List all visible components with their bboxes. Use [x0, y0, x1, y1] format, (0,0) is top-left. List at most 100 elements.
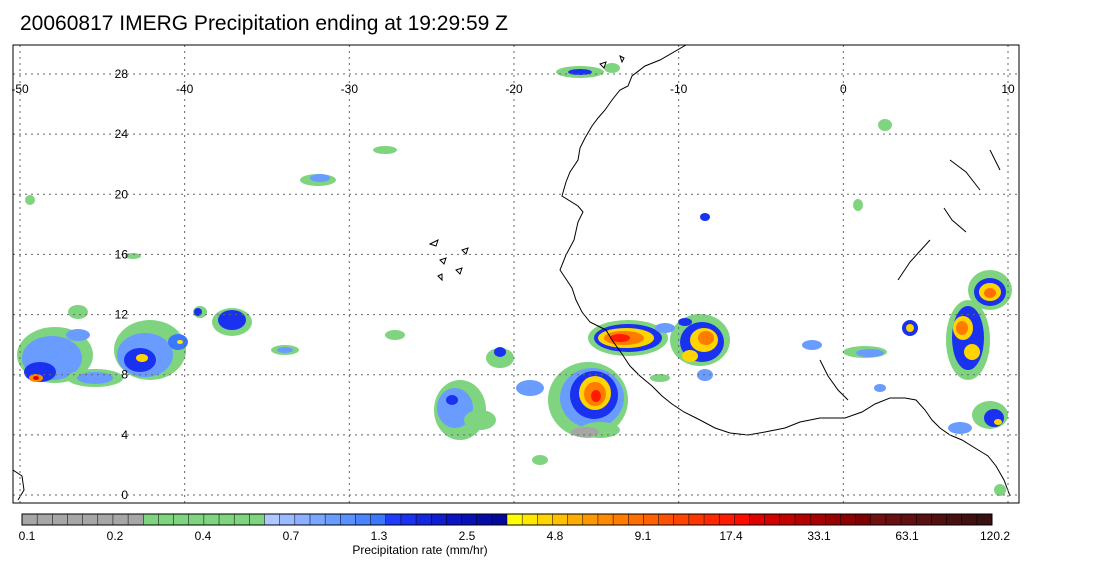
lon-tick-label: -40	[176, 82, 194, 96]
colorbar-swatch	[82, 514, 99, 525]
colorbar-tick-label: 0.2	[107, 529, 124, 543]
colorbar-tick-label: 63.1	[895, 529, 919, 543]
colorbar-swatch	[249, 514, 265, 525]
colorbar-label: Precipitation rate (mm/hr)	[352, 543, 487, 557]
colorbar-swatch	[325, 514, 341, 525]
colorbar-swatch	[613, 514, 629, 525]
lat-lon-grid	[13, 45, 1019, 503]
colorbar-swatch	[476, 514, 493, 525]
colorbar-swatch	[234, 514, 250, 525]
colorbar-swatch	[688, 514, 705, 525]
colorbar-swatch	[673, 514, 690, 525]
colorbar-swatch	[416, 514, 432, 525]
colorbar-swatch	[552, 514, 568, 525]
colorbar-swatch	[97, 514, 114, 525]
coastlines	[13, 45, 1011, 501]
coastline-islands	[428, 55, 625, 282]
lat-tick-label: 12	[115, 308, 129, 322]
lon-tick-label: -30	[341, 82, 359, 96]
colorbar-swatch	[128, 514, 144, 525]
precip-cluster-west-2	[114, 306, 299, 380]
colorbar-tick-label: 0.7	[283, 529, 300, 543]
colorbar-swatch	[597, 514, 614, 525]
colorbar-swatch	[294, 514, 311, 525]
lon-tick-label: -20	[505, 82, 523, 96]
lon-tick-label: -10	[670, 82, 688, 96]
lat-tick-label: 20	[115, 187, 129, 201]
colorbar-swatch	[628, 514, 644, 525]
colorbar-swatch	[537, 514, 553, 525]
longitude-ticks: -50 -40 -30 -20 -10 0 10	[11, 82, 1015, 96]
colorbar-swatch	[719, 514, 735, 525]
colorbar-tick-label: 120.2	[980, 529, 1010, 543]
colorbar-swatch	[67, 514, 83, 525]
colorbar-swatch	[158, 514, 174, 525]
coastline-gulf-of-guinea	[819, 149, 1001, 401]
precip-patches-north	[25, 63, 892, 465]
colorbar	[21, 513, 993, 526]
colorbar-swatch	[279, 514, 296, 525]
colorbar-swatch	[734, 514, 750, 525]
lon-tick-label: 10	[1001, 82, 1015, 96]
colorbar-swatch	[522, 514, 538, 525]
colorbar-swatch	[704, 514, 720, 525]
colorbar-swatch	[52, 514, 68, 525]
colorbar-swatch	[37, 514, 53, 525]
colorbar-swatch	[22, 514, 38, 525]
colorbar-tick-label: 1.3	[371, 529, 388, 543]
colorbar-swatch	[931, 514, 947, 525]
colorbar-swatch	[264, 514, 280, 525]
colorbar-swatch	[370, 514, 387, 525]
lat-tick-label: 28	[115, 67, 129, 81]
colorbar-swatch	[461, 514, 477, 525]
coastline-west-africa	[559, 45, 1011, 497]
colorbar-swatch	[431, 514, 447, 525]
colorbar-tick-label: 0.1	[19, 529, 36, 543]
colorbar-tick-label: 0.4	[195, 529, 212, 543]
colorbar-swatch	[112, 514, 129, 525]
map-frame	[12, 44, 1020, 504]
colorbar-swatch	[916, 514, 932, 525]
precip-cluster-east	[802, 270, 1012, 496]
colorbar-tick-label: 17.4	[719, 529, 743, 543]
colorbar-swatch	[961, 514, 978, 525]
lon-tick-label: -50	[11, 82, 29, 96]
colorbar-swatch	[749, 514, 765, 525]
colorbar-swatch	[219, 514, 235, 525]
colorbar-swatch	[446, 514, 462, 525]
colorbar-swatch	[885, 514, 902, 525]
lon-tick-label: 0	[840, 82, 847, 96]
colorbar-tick-label: 2.5	[459, 529, 476, 543]
colorbar-swatch	[203, 514, 220, 525]
colorbar-tick-label: 9.1	[635, 529, 652, 543]
precip-cluster-central	[434, 347, 628, 440]
colorbar-swatch	[582, 514, 599, 525]
colorbar-swatch	[794, 514, 811, 525]
colorbar-swatch	[340, 514, 356, 525]
colorbar-swatch	[507, 514, 523, 525]
colorbar-separators	[21, 514, 993, 525]
colorbar-swatch	[143, 514, 159, 525]
colorbar-swatch	[658, 514, 675, 525]
precip-cluster-africa	[588, 213, 730, 382]
map-title: 20060817 IMERG Precipitation ending at 1…	[20, 12, 508, 35]
colorbar-swatch	[643, 514, 659, 525]
colorbar-swatch	[810, 514, 826, 525]
colorbar-swatch	[309, 514, 326, 525]
colorbar-ticks: 0.1 0.2 0.4 0.7 1.3 2.5 4.8 9.1 17.4 33.1 63.1 120.…	[19, 529, 1011, 543]
latitude-ticks: 28 24 20 16 12 8 4 0	[115, 67, 129, 502]
colorbar-swatch	[355, 514, 371, 525]
colorbar-swatch	[901, 514, 917, 525]
colorbar-swatch	[870, 514, 887, 525]
colorbar-frame	[21, 513, 993, 526]
lat-tick-label: 0	[121, 488, 128, 502]
lat-tick-label: 4	[121, 428, 128, 442]
lat-tick-label: 16	[115, 247, 129, 261]
colorbar-swatch	[385, 514, 402, 525]
lat-tick-label: 24	[115, 127, 129, 141]
colorbar-swatch	[976, 514, 993, 525]
colorbar-swatch	[400, 514, 417, 525]
colorbar-tick-label: 4.8	[547, 529, 564, 543]
colorbar-swatch	[855, 514, 872, 525]
